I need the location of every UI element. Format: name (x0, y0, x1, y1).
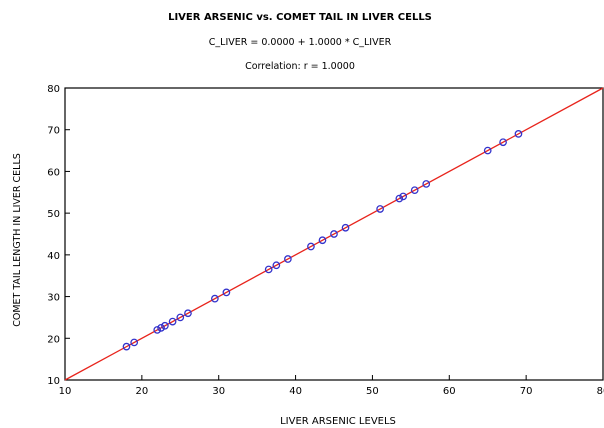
data-point (395, 194, 404, 203)
regression-line (64, 87, 604, 381)
y-tick-label: 50 (47, 209, 60, 220)
data-point (272, 261, 281, 270)
y-tick-label: 10 (47, 376, 60, 387)
x-tick-label: 60 (443, 386, 456, 397)
data-point (307, 242, 315, 251)
data-point (264, 265, 273, 274)
data-point (130, 338, 139, 347)
y-tick-label: 30 (47, 293, 60, 304)
plot-area: 10 20 30 40 50 60 70 80 10 20 30 40 50 60 70 80 (47, 84, 604, 397)
data-point (153, 326, 162, 334)
data-point (399, 192, 408, 201)
y-tick-label: 70 (47, 126, 60, 137)
y-tick-label: 60 (47, 167, 60, 178)
x-tick-label: 30 (212, 386, 225, 397)
data-point (422, 180, 431, 188)
data-point (168, 317, 177, 326)
data-point (157, 324, 165, 332)
data-point (284, 255, 292, 263)
data-point (122, 342, 131, 351)
chart-title: LIVER ARSENIC vs. COMET TAIL IN LIVER CE… (168, 12, 432, 23)
y-tick-label: 20 (47, 334, 60, 345)
data-point (161, 321, 169, 330)
x-tick-label: 70 (520, 386, 533, 397)
x-tick-label: 50 (366, 386, 379, 397)
data-point (176, 313, 185, 322)
data-point (184, 309, 192, 318)
correlation-annotation: Correlation: r = 1.0000 (245, 61, 355, 72)
data-point (514, 130, 523, 138)
y-tick-label: 40 (47, 251, 60, 262)
chart-subtitle: C_LIVER = 0.0000 + 1.0000 * C_LIVER (209, 37, 392, 48)
data-point (483, 146, 492, 155)
y-tick-label: 80 (47, 84, 60, 95)
data-point (211, 294, 219, 303)
data-point (499, 138, 507, 147)
plot-frame (64, 87, 604, 381)
x-tick-label: 10 (59, 386, 72, 397)
x-tick-label: 40 (289, 386, 302, 397)
x-axis-label: LIVER ARSENIC LEVELS (280, 416, 396, 427)
data-point (341, 223, 350, 232)
y-axis-label: COMET TAIL LENGTH IN LIVER CELLS (12, 153, 23, 327)
data-point (318, 236, 327, 245)
data-point (330, 230, 338, 238)
x-tick-label: 20 (135, 386, 148, 397)
data-point (376, 205, 384, 213)
data-point (410, 186, 419, 195)
data-point (222, 288, 231, 297)
x-tick-label: 80 (597, 386, 604, 397)
